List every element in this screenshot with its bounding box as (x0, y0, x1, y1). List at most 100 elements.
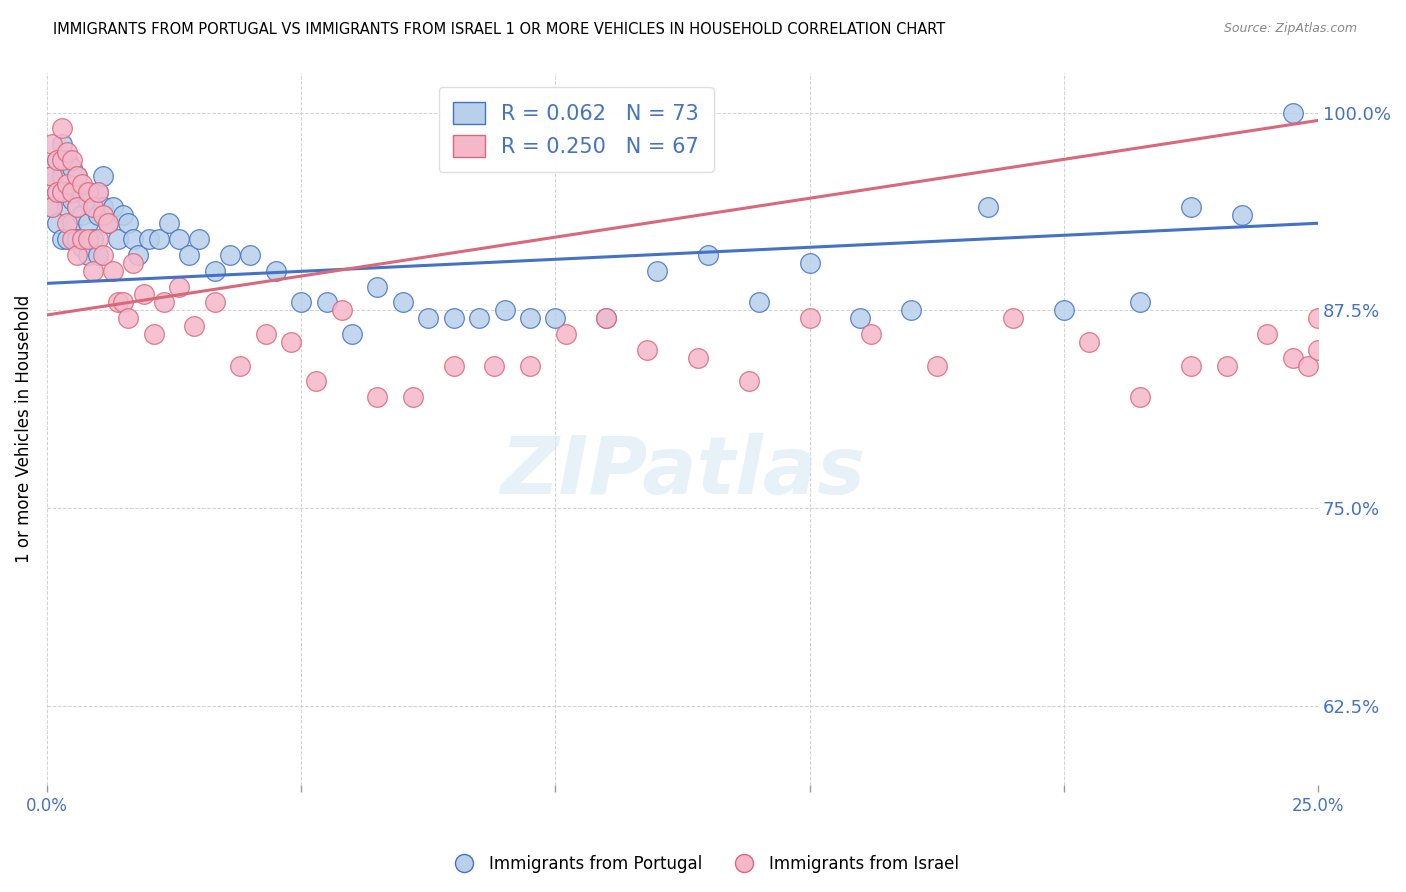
Point (66, 248, 89, 262)
Point (87, 208, 110, 222)
Point (56, 145, 79, 159)
Point (51, 121, 73, 136)
Point (41, 201, 63, 215)
Point (41, 169, 63, 183)
Point (82, 201, 104, 215)
Point (60, 216, 83, 230)
Point (56, 232, 79, 246)
Point (46, 185, 69, 199)
Point (1308, 343, 1330, 357)
Point (51, 169, 73, 183)
Point (51, 185, 73, 199)
Point (443, 311, 465, 326)
Point (925, 359, 948, 373)
Point (392, 295, 415, 310)
Point (66, 169, 89, 183)
Point (1296, 359, 1319, 373)
Point (153, 295, 176, 310)
Point (138, 232, 160, 246)
Point (117, 216, 139, 230)
Point (101, 201, 124, 215)
Text: IMMIGRANTS FROM PORTUGAL VS IMMIGRANTS FROM ISRAEL 1 OR MORE VEHICLES IN HOUSEHO: IMMIGRANTS FROM PORTUGAL VS IMMIGRANTS F… (53, 22, 946, 37)
Y-axis label: 1 or more Vehicles in Household: 1 or more Vehicles in Household (15, 294, 32, 563)
Point (1308, 311, 1330, 326)
Point (60, 232, 83, 246)
Point (60, 161, 83, 175)
Point (82, 201, 104, 215)
Point (127, 248, 149, 262)
Point (46, 153, 69, 167)
Point (484, 359, 506, 373)
Point (91, 201, 114, 215)
Point (66, 201, 89, 215)
Point (72, 240, 94, 254)
Point (748, 295, 770, 310)
Point (494, 303, 516, 318)
Point (76, 248, 98, 262)
Point (1129, 390, 1152, 404)
Point (122, 256, 145, 270)
Point (51, 153, 73, 167)
Point (290, 295, 312, 310)
Point (330, 303, 353, 318)
Point (56, 177, 79, 191)
Point (76, 216, 98, 230)
Point (1053, 303, 1076, 318)
Point (76, 232, 98, 246)
Point (229, 359, 252, 373)
Point (117, 311, 139, 326)
Point (66, 201, 89, 215)
Point (340, 326, 363, 341)
Point (519, 311, 541, 326)
Point (60, 185, 83, 199)
Point (366, 390, 388, 404)
Point (112, 295, 135, 310)
Point (443, 359, 465, 373)
Point (849, 311, 872, 326)
Point (1215, 359, 1237, 373)
Point (76, 193, 98, 207)
Point (859, 326, 882, 341)
Point (87, 232, 110, 246)
Point (1256, 326, 1278, 341)
Point (204, 263, 226, 277)
Point (976, 201, 998, 215)
Point (686, 351, 709, 365)
Legend: Immigrants from Portugal, Immigrants from Israel: Immigrants from Portugal, Immigrants fro… (440, 848, 966, 880)
Point (305, 375, 328, 389)
Point (595, 311, 617, 326)
Point (254, 326, 277, 341)
Point (167, 279, 190, 293)
Text: ZIPatlas: ZIPatlas (501, 433, 865, 510)
Point (636, 343, 658, 357)
Point (519, 359, 541, 373)
Point (72, 185, 94, 199)
Point (51, 232, 73, 246)
Point (60, 193, 83, 207)
Point (107, 232, 129, 246)
Point (112, 208, 135, 222)
Point (1078, 334, 1101, 349)
Point (72, 177, 94, 191)
Point (544, 311, 567, 326)
Point (157, 216, 180, 230)
Point (315, 295, 337, 310)
Point (101, 263, 124, 277)
Point (91, 248, 114, 262)
Point (1281, 351, 1303, 365)
Point (91, 169, 114, 183)
Point (82, 232, 104, 246)
Point (167, 232, 190, 246)
Point (148, 232, 170, 246)
Point (280, 334, 302, 349)
Point (645, 263, 668, 277)
Point (107, 295, 129, 310)
Point (87, 185, 110, 199)
Point (418, 311, 440, 326)
Point (122, 232, 145, 246)
Point (60, 153, 83, 167)
Point (51, 185, 73, 199)
Point (204, 295, 226, 310)
Point (1180, 201, 1202, 215)
Point (56, 216, 79, 230)
